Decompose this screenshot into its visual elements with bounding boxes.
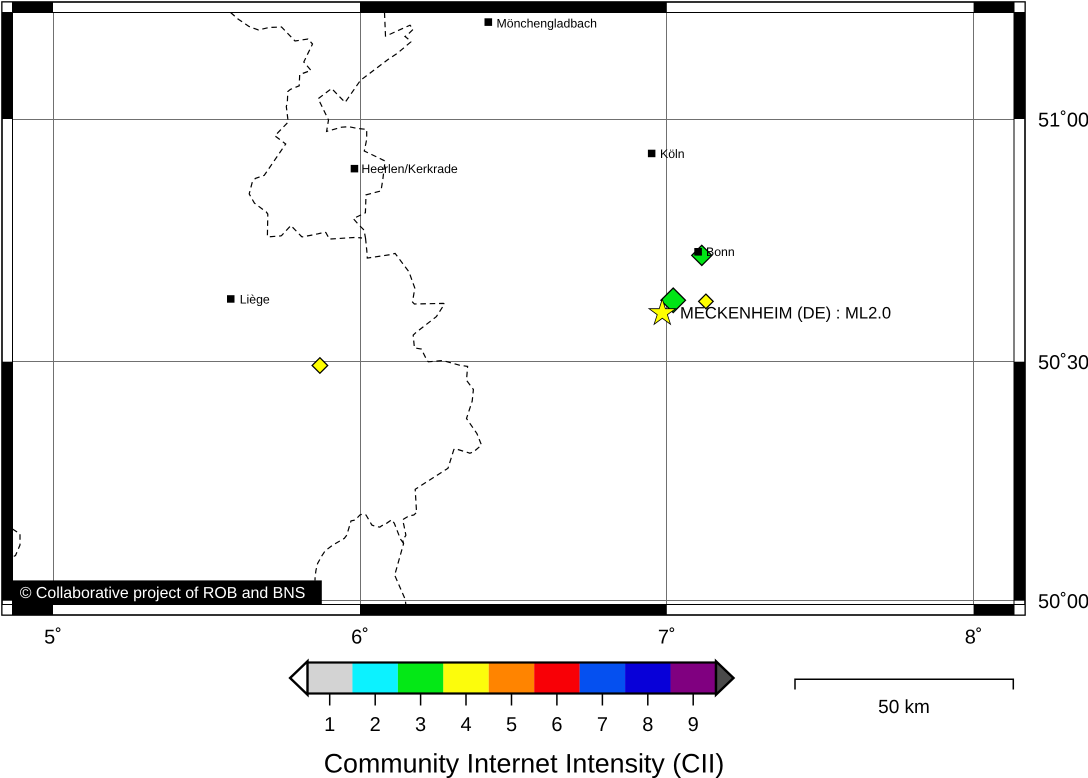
svg-text:Heerlen/Kerkrade: Heerlen/Kerkrade [361,162,458,176]
svg-text:6˚: 6˚ [351,626,369,648]
svg-text:9: 9 [688,714,699,736]
svg-text:8: 8 [642,714,653,736]
svg-text:MECKENHEIM (DE) : ML2.0: MECKENHEIM (DE) : ML2.0 [680,303,891,322]
svg-text:4: 4 [460,714,471,736]
svg-text:5: 5 [506,714,517,736]
svg-text:Mönchengladbach: Mönchengladbach [497,16,598,30]
svg-text:2: 2 [370,714,381,736]
svg-text:3: 3 [415,714,426,736]
svg-text:8˚: 8˚ [965,626,983,648]
svg-text:7: 7 [597,714,608,736]
svg-text:Liège: Liège [240,293,270,307]
svg-text:© Collaborative project of ROB: © Collaborative project of ROB and BNS [20,585,306,602]
svg-text:Bonn: Bonn [706,245,735,259]
svg-text:Community Internet Intensity (: Community Internet Intensity (CII) [324,749,725,778]
svg-text:6: 6 [551,714,562,736]
svg-text:50 km: 50 km [878,697,930,718]
svg-text:50˚30': 50˚30' [1038,352,1088,374]
svg-text:7˚: 7˚ [658,626,676,648]
svg-text:1: 1 [324,714,335,736]
svg-text:50˚00': 50˚00' [1038,591,1088,613]
svg-text:51˚00': 51˚00' [1038,109,1088,131]
svg-text:5˚: 5˚ [44,626,62,648]
svg-text:Köln: Köln [660,147,685,161]
